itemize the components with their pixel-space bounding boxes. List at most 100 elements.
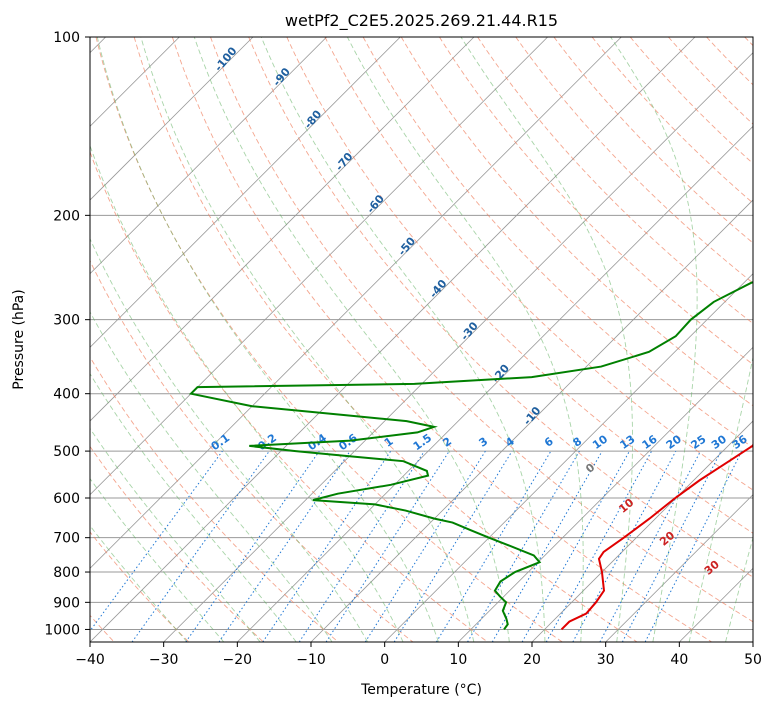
- y-tick-label: 500: [53, 444, 80, 460]
- x-tick-label: 50: [744, 652, 762, 668]
- moist-adiabat-line: [610, 37, 698, 642]
- moist-adiabat-label: 0: [583, 461, 597, 476]
- dry-adiabat-line: [286, 37, 753, 534]
- grid-lines: [90, 37, 753, 642]
- y-tick-label: 100: [53, 30, 80, 46]
- x-tick-label: −20: [223, 652, 253, 668]
- mixing-ratio-label: 2: [440, 435, 454, 450]
- isotherm-line: [90, 37, 254, 201]
- moist-adiabat-line: [260, 37, 546, 642]
- moist-adiabat-line: [688, 355, 753, 642]
- isotherm-label: -30: [458, 319, 481, 343]
- moist-adiabat-line: [140, 37, 475, 642]
- mixing-ratio-line: [599, 450, 701, 642]
- dry-adiabat-line: [744, 37, 753, 47]
- dry-adiabat-line: [248, 37, 753, 578]
- mixing-ratio-label: 0.2: [256, 431, 279, 453]
- isotherm-line: [310, 199, 753, 642]
- isotherm-label: -50: [396, 234, 419, 258]
- dry-adiabat-line: [629, 37, 753, 165]
- mixing-ratio-line: [467, 450, 580, 642]
- dry-adiabat-line: [324, 37, 753, 491]
- isotherm-line: [90, 37, 622, 569]
- dry-adiabat-line: [133, 37, 638, 642]
- chart-title: wetPf2_C2E5.2025.269.21.44.R15: [285, 11, 558, 31]
- mixing-ratio-line: [545, 450, 653, 642]
- mixing-ratio-line: [262, 450, 392, 642]
- isotherm-line: [90, 37, 475, 422]
- y-tick-label: 200: [53, 208, 80, 224]
- isotherm-label: -40: [427, 277, 450, 301]
- mixing-ratio-line: [298, 450, 425, 642]
- dry-adiabat-line: [90, 259, 414, 642]
- dry-adiabat-line: [439, 37, 753, 365]
- moist-adiabat-line: [90, 311, 333, 642]
- x-tick-label: −10: [296, 652, 326, 668]
- dry-adiabat-line: [95, 37, 563, 642]
- moist-adiabat-line: [90, 237, 369, 642]
- x-axis: −40 −30 −20 −10 0 10 20 30 40 50: [75, 642, 762, 668]
- y-axis-label: Pressure (hPa): [11, 289, 27, 389]
- y-tick-label: 800: [53, 565, 80, 581]
- isotherm-line: [384, 273, 753, 642]
- mixing-ratio-label: 16: [640, 432, 660, 452]
- mixing-ratio-line: [435, 450, 552, 642]
- isotherm-line: [90, 37, 548, 496]
- moist-adiabat-label: 10: [616, 496, 636, 516]
- x-tick-label: −30: [149, 652, 179, 668]
- y-axis: 100 200 300 400 500 600 700 800 900 1000: [44, 30, 90, 638]
- dry-adiabat-line: [362, 37, 753, 449]
- dry-adiabat-line: [90, 150, 488, 642]
- moist-adiabat-line: [90, 372, 297, 642]
- mixing-ratio-line: [491, 450, 603, 642]
- y-tick-label: 300: [53, 313, 80, 329]
- isotherm-label: -90: [270, 65, 293, 89]
- x-tick-label: 10: [449, 652, 467, 668]
- x-tick-label: 0: [380, 652, 389, 668]
- dry-adiabat-line: [400, 37, 753, 407]
- mixing-ratio-line: [364, 450, 486, 642]
- plot-frame: [89, 36, 754, 643]
- isotherm-line: [163, 52, 753, 642]
- moist-adiabat-line: [90, 144, 404, 642]
- isotherm-label: -80: [302, 107, 325, 131]
- mixing-ratio-line: [131, 450, 270, 642]
- moist-adiabat-line: [725, 536, 753, 642]
- isotherm-line: [237, 125, 753, 642]
- dry-adiabat-line: [90, 531, 190, 642]
- x-tick-label: 20: [523, 652, 541, 668]
- mixing-ratio-label: 0.1: [209, 431, 232, 453]
- dry-adiabat-line: [591, 37, 753, 204]
- mixing-ratio-line: [644, 450, 743, 642]
- dry-adiabat-line: [90, 356, 339, 642]
- dry-adiabat-line: [668, 37, 753, 125]
- isotherm-label: -60: [364, 192, 387, 216]
- isotherm-label: -20: [489, 362, 512, 386]
- isotherm-label: -100: [212, 44, 240, 74]
- dry-adiabat-line: [90, 445, 264, 642]
- moist-adiabat-line: [90, 477, 225, 642]
- moist-adiabat-line: [90, 524, 188, 642]
- dry-adiabat-line: [515, 37, 753, 284]
- y-tick-label: 400: [53, 387, 80, 403]
- moist-adiabat-line: [90, 427, 261, 642]
- moist-adiabat-line: [96, 37, 439, 642]
- x-axis-label: Temperature (°C): [360, 682, 482, 698]
- y-tick-label: 900: [53, 595, 80, 611]
- isotherm-line: [90, 37, 696, 642]
- mixing-ratio-label: 10: [590, 432, 610, 452]
- mixing-ratio-label: 20: [664, 432, 684, 452]
- dry-adiabat-line: [210, 37, 753, 623]
- y-tick-label: 700: [53, 531, 80, 547]
- x-tick-label: 40: [670, 652, 688, 668]
- dewpoint-profile: [188, 281, 753, 631]
- mixing-ratio-label: 6: [542, 435, 556, 450]
- dry-adiabat-line: [171, 37, 712, 642]
- mixing-ratio-line: [521, 450, 630, 642]
- moist-adiabat-line: [193, 37, 510, 642]
- profiles: [188, 281, 753, 631]
- mixing-ratio-label: 25: [689, 433, 709, 452]
- moist-adiabat-line: [346, 37, 584, 642]
- mixing-ratio-label: 3: [477, 435, 491, 450]
